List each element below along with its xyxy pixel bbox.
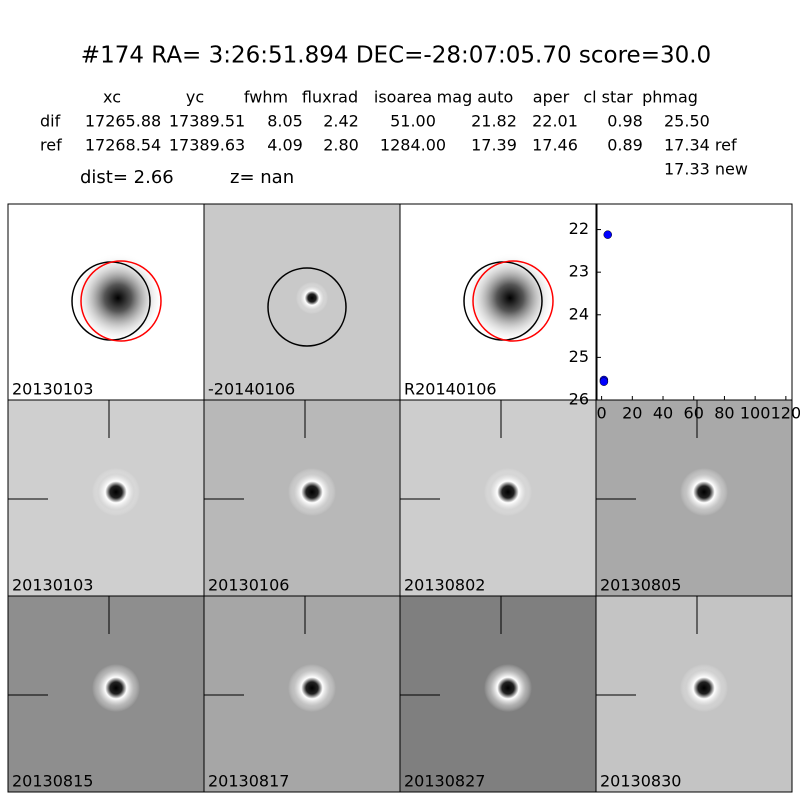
column-header: yc bbox=[186, 88, 204, 107]
source bbox=[484, 664, 532, 712]
dist: dist= 2.66 bbox=[80, 167, 174, 188]
title: #174 RA= 3:26:51.894 DEC=-28:07:05.70 sc… bbox=[81, 43, 711, 69]
x-tick-label: 100 bbox=[740, 404, 771, 423]
table-cell: 21.82 bbox=[471, 112, 517, 131]
column-header: fwhm bbox=[244, 88, 288, 107]
source bbox=[296, 282, 328, 314]
x-tick-label: 120 bbox=[771, 404, 800, 423]
table-cell: 22.01 bbox=[532, 112, 578, 131]
column-header: fluxrad bbox=[302, 88, 358, 107]
table-cell: 2.42 bbox=[323, 112, 359, 131]
panel-label: 20130830 bbox=[600, 772, 681, 791]
source bbox=[92, 468, 140, 516]
source bbox=[680, 664, 728, 712]
table-cell: dif bbox=[40, 112, 61, 131]
column-header: xc bbox=[103, 88, 121, 107]
x-tick-label: 20 bbox=[622, 404, 642, 423]
panel-label: 20130815 bbox=[12, 772, 93, 791]
point bbox=[603, 230, 612, 239]
z: z= nan bbox=[230, 167, 294, 188]
panel-label: -20140106 bbox=[208, 380, 295, 399]
table-cell: 17268.54 bbox=[85, 136, 161, 155]
x-tick-label: 40 bbox=[653, 404, 673, 423]
source bbox=[680, 468, 728, 516]
y-tick-label: 23 bbox=[569, 262, 589, 281]
column-header: phmag bbox=[642, 88, 698, 107]
table-cell: 51.00 bbox=[390, 112, 436, 131]
source bbox=[288, 664, 336, 712]
x-tick-label: 80 bbox=[714, 404, 734, 423]
y-tick-label: 25 bbox=[569, 347, 589, 366]
table-cell: 2.80 bbox=[323, 136, 359, 155]
table-cell: ref bbox=[40, 136, 62, 155]
panel-label: 20130103 bbox=[12, 380, 93, 399]
table-cell: 8.05 bbox=[267, 112, 303, 131]
x-tick-label: 0 bbox=[597, 404, 607, 423]
panel-label: 20130106 bbox=[208, 576, 289, 595]
table-cell: 17265.88 bbox=[85, 112, 161, 131]
panel-label: 20130827 bbox=[404, 772, 485, 791]
panel-label: 20130103 bbox=[12, 576, 93, 595]
panel-label: 20130805 bbox=[600, 576, 681, 595]
y-tick-label: 24 bbox=[569, 304, 589, 323]
aperture bbox=[267, 267, 347, 347]
point bbox=[599, 377, 609, 386]
source bbox=[92, 664, 140, 712]
column-header: cl star bbox=[583, 88, 633, 107]
table-cell: 17389.51 bbox=[169, 112, 245, 131]
table-cell: 17.39 bbox=[471, 136, 517, 155]
column-header: mag auto bbox=[437, 88, 514, 107]
panel-label: 20130817 bbox=[208, 772, 289, 791]
source bbox=[288, 468, 336, 516]
aperture-ref bbox=[80, 260, 162, 342]
y-tick-label: 22 bbox=[569, 219, 589, 238]
table-cell: 17.46 bbox=[532, 136, 578, 155]
table-cell: 4.09 bbox=[267, 136, 303, 155]
aperture-ref bbox=[472, 260, 554, 342]
table-cell: 25.50 bbox=[664, 112, 710, 131]
table-cell: 17.34 ref bbox=[664, 136, 737, 155]
column-header: aper bbox=[533, 88, 570, 107]
table-cell: 1284.00 bbox=[380, 136, 446, 155]
column-header: isoarea bbox=[374, 88, 432, 107]
table-cell: 0.98 bbox=[607, 112, 643, 131]
panel-label: 20130802 bbox=[404, 576, 485, 595]
extra: 17.33 new bbox=[664, 160, 748, 179]
table-cell: 17389.63 bbox=[169, 136, 245, 155]
y-tick-label: 26 bbox=[569, 390, 589, 409]
panel-label: R20140106 bbox=[404, 380, 497, 399]
chart-area bbox=[596, 203, 793, 401]
source bbox=[484, 468, 532, 516]
table-cell: 0.89 bbox=[607, 136, 643, 155]
x-tick-label: 60 bbox=[684, 404, 704, 423]
